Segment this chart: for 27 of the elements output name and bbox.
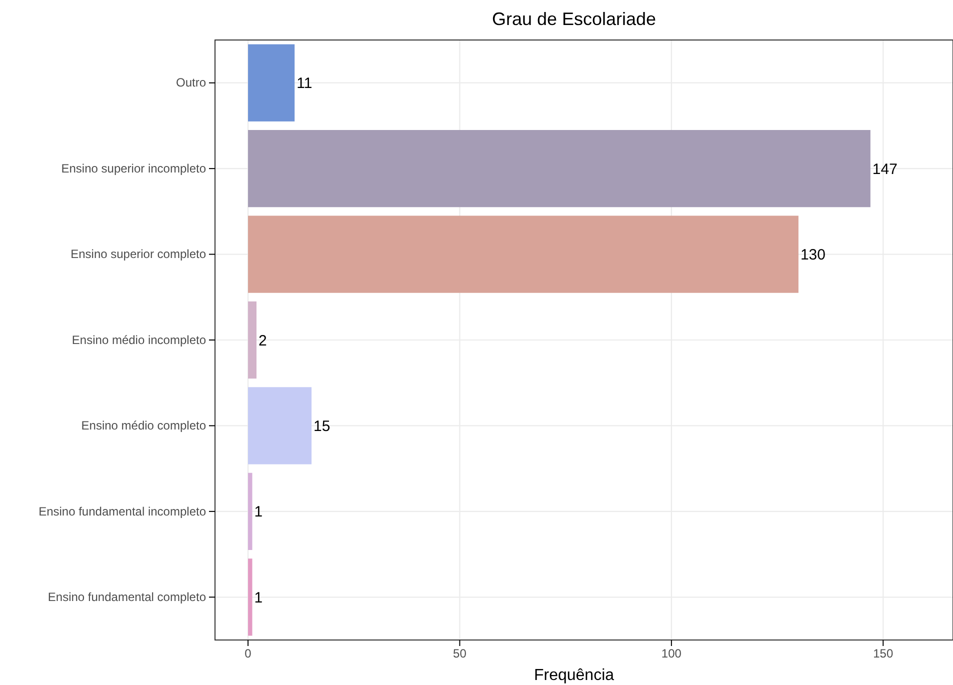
x-tick-label: 150 [873,646,894,661]
y-tick-label: Ensino superior incompleto [61,161,206,176]
data-label: 2 [258,332,267,350]
bar [248,472,252,550]
y-tick-label: Ensino fundamental incompleto [38,504,206,518]
chart-title: Grau de Escolariade [492,9,656,29]
y-tick-label: Ensino médio incompleto [72,332,206,347]
x-tick-label: 50 [453,646,467,661]
x-axis-title: Frequência [534,667,614,684]
y-tick-label: Ensino médio completo [81,418,206,433]
y-tick-label: Outro [176,76,206,90]
data-label: 15 [314,418,330,435]
bar [248,44,295,122]
data-label: 1 [254,504,263,521]
bar [248,301,256,379]
data-label: 130 [800,246,826,264]
data-label: 11 [296,75,312,92]
bar [248,387,312,464]
x-tick-label: 100 [661,646,682,661]
bar [248,130,870,208]
x-tick-label: 0 [244,646,252,661]
y-tick-label: Ensino superior completo [70,247,206,262]
data-label: 1 [254,589,263,606]
data-label: 147 [872,160,898,178]
bar [248,558,252,636]
y-tick-label: Ensino fundamental completo [48,590,206,604]
bar [248,216,798,293]
